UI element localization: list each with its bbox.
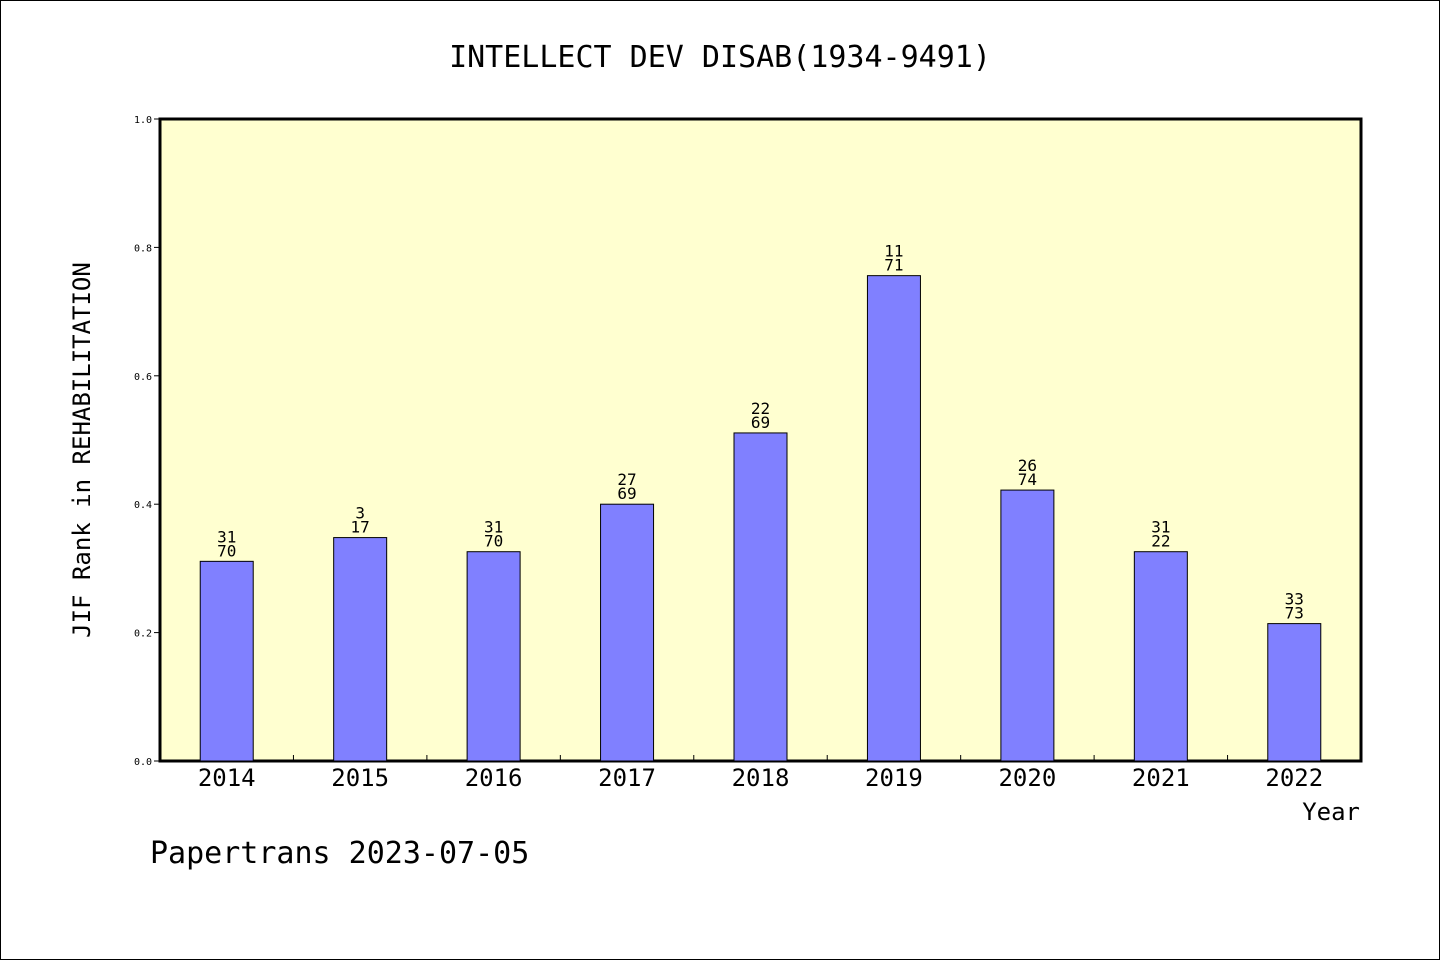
bar-rank-label: 27 bbox=[617, 470, 636, 489]
bar-2019 bbox=[866, 275, 921, 762]
y-tick-label: 0.0 bbox=[134, 757, 152, 768]
bar-rank-label: 22 bbox=[751, 399, 770, 418]
y-tick-label: 1.0 bbox=[134, 115, 152, 126]
bar-rank-label: 31 bbox=[217, 527, 236, 546]
bar-2021 bbox=[1133, 551, 1188, 762]
y-tick-label: 0.4 bbox=[134, 500, 152, 511]
bar-2022 bbox=[1267, 623, 1322, 762]
bar-2016 bbox=[466, 551, 521, 762]
y-tick-label: 0.6 bbox=[134, 372, 152, 383]
bar-rank-label: 11 bbox=[884, 242, 903, 261]
y-axis-ticks: 0.0 0.2 0.4 0.6 0.8 1.0 bbox=[134, 115, 160, 768]
x-tick-label: 2014 bbox=[198, 764, 256, 792]
bar-2014 bbox=[199, 560, 254, 762]
bars-group bbox=[199, 275, 1322, 762]
bar-rank-label: 26 bbox=[1018, 456, 1037, 475]
chart-title: INTELLECT DEV DISAB(1934-9491) bbox=[449, 40, 991, 75]
x-tick-label: 2018 bbox=[732, 764, 790, 792]
x-axis-label: Year bbox=[1302, 798, 1360, 826]
bar-2020 bbox=[1000, 489, 1055, 762]
x-tick-label: 2021 bbox=[1132, 764, 1190, 792]
y-axis-label: JIF Rank in REHABILITATION bbox=[68, 262, 96, 638]
y-tick-label: 0.8 bbox=[134, 243, 152, 254]
bar-total-label: 22 bbox=[1151, 532, 1170, 551]
bar-total-label: 69 bbox=[617, 484, 636, 503]
x-tick-label: 2022 bbox=[1265, 764, 1323, 792]
bar-total-label: 70 bbox=[217, 541, 236, 560]
x-tick-label: 2015 bbox=[331, 764, 389, 792]
y-tick-label: 0.2 bbox=[134, 629, 152, 640]
bar-rank-label: 31 bbox=[1151, 518, 1170, 537]
bar-2018 bbox=[733, 432, 788, 762]
bar-total-label: 17 bbox=[351, 518, 370, 537]
x-tick-label: 2017 bbox=[598, 764, 656, 792]
bar-total-label: 69 bbox=[751, 413, 770, 432]
bar-rank-label: 3 bbox=[355, 504, 365, 523]
bar-2015 bbox=[333, 537, 388, 762]
bar-total-label: 71 bbox=[884, 256, 903, 275]
bar-total-label: 70 bbox=[484, 532, 503, 551]
bar-rank-label: 31 bbox=[484, 518, 503, 537]
x-axis-ticks: 2014 2015 2016 2017 2018 2019 2020 2021 2022 bbox=[198, 755, 1323, 792]
bar-total-label: 74 bbox=[1018, 470, 1037, 489]
bar-2017 bbox=[600, 503, 655, 762]
bar-total-label: 73 bbox=[1285, 604, 1304, 623]
bar-rank-label: 33 bbox=[1285, 590, 1304, 609]
x-tick-label: 2016 bbox=[465, 764, 523, 792]
footer-credit: Papertrans 2023-07-05 bbox=[150, 836, 529, 871]
x-tick-label: 2020 bbox=[998, 764, 1056, 792]
x-tick-label: 2019 bbox=[865, 764, 923, 792]
